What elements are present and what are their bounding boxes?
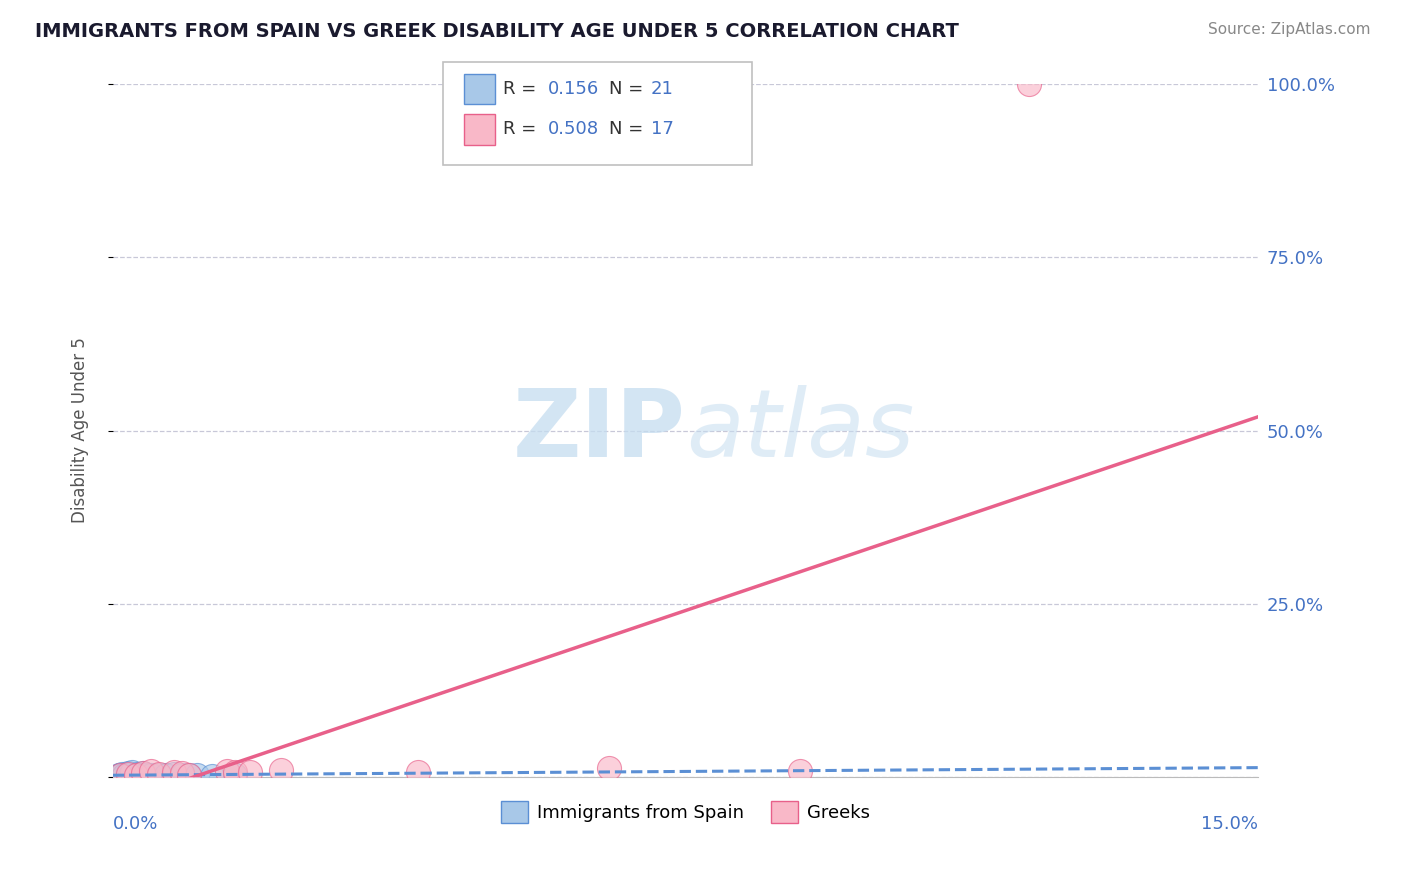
Point	[239, 764, 262, 779]
Text: 21: 21	[651, 80, 673, 98]
Text: 15.0%: 15.0%	[1201, 814, 1258, 833]
Text: ZIP: ZIP	[513, 384, 686, 476]
Text: IMMIGRANTS FROM SPAIN VS GREEK DISABILITY AGE UNDER 5 CORRELATION CHART: IMMIGRANTS FROM SPAIN VS GREEK DISABILIT…	[35, 22, 959, 41]
Point	[139, 764, 162, 778]
Point	[134, 767, 156, 781]
Point	[598, 761, 620, 775]
Point	[108, 767, 131, 781]
Point	[148, 767, 170, 781]
Point	[155, 768, 177, 782]
Point	[170, 767, 193, 781]
Text: N =: N =	[609, 120, 648, 138]
Text: Source: ZipAtlas.com: Source: ZipAtlas.com	[1208, 22, 1371, 37]
Text: 0.0%: 0.0%	[112, 814, 159, 833]
Y-axis label: Disability Age Under 5: Disability Age Under 5	[72, 337, 89, 524]
Point	[117, 766, 139, 780]
Point	[224, 765, 246, 780]
Point	[789, 764, 811, 778]
Text: N =: N =	[609, 80, 648, 98]
Point	[111, 767, 134, 781]
Point	[270, 763, 292, 777]
Point	[179, 767, 201, 781]
Point	[179, 768, 201, 782]
Point	[186, 767, 208, 781]
Point	[170, 766, 193, 780]
Point	[110, 768, 132, 782]
Point	[132, 766, 155, 780]
Point	[217, 764, 239, 778]
Point	[148, 767, 170, 781]
Point	[1018, 78, 1040, 92]
Point	[201, 769, 224, 783]
Point	[163, 767, 186, 781]
Legend: Immigrants from Spain, Greeks: Immigrants from Spain, Greeks	[494, 793, 877, 830]
Point	[110, 767, 132, 781]
Point	[117, 767, 139, 781]
Point	[121, 765, 143, 780]
Text: 0.508: 0.508	[548, 120, 599, 138]
Text: R =: R =	[503, 80, 543, 98]
Point	[224, 768, 246, 782]
Text: R =: R =	[503, 120, 543, 138]
Point	[125, 767, 148, 781]
Text: atlas: atlas	[686, 385, 914, 476]
Point	[125, 768, 148, 782]
Point	[127, 767, 149, 781]
Point	[139, 768, 162, 782]
Point	[132, 766, 155, 780]
Text: 17: 17	[651, 120, 673, 138]
Point	[408, 764, 430, 779]
Point	[118, 768, 141, 782]
Point	[128, 768, 150, 782]
Point	[112, 767, 135, 781]
Point	[163, 765, 186, 780]
Text: 0.156: 0.156	[548, 80, 599, 98]
